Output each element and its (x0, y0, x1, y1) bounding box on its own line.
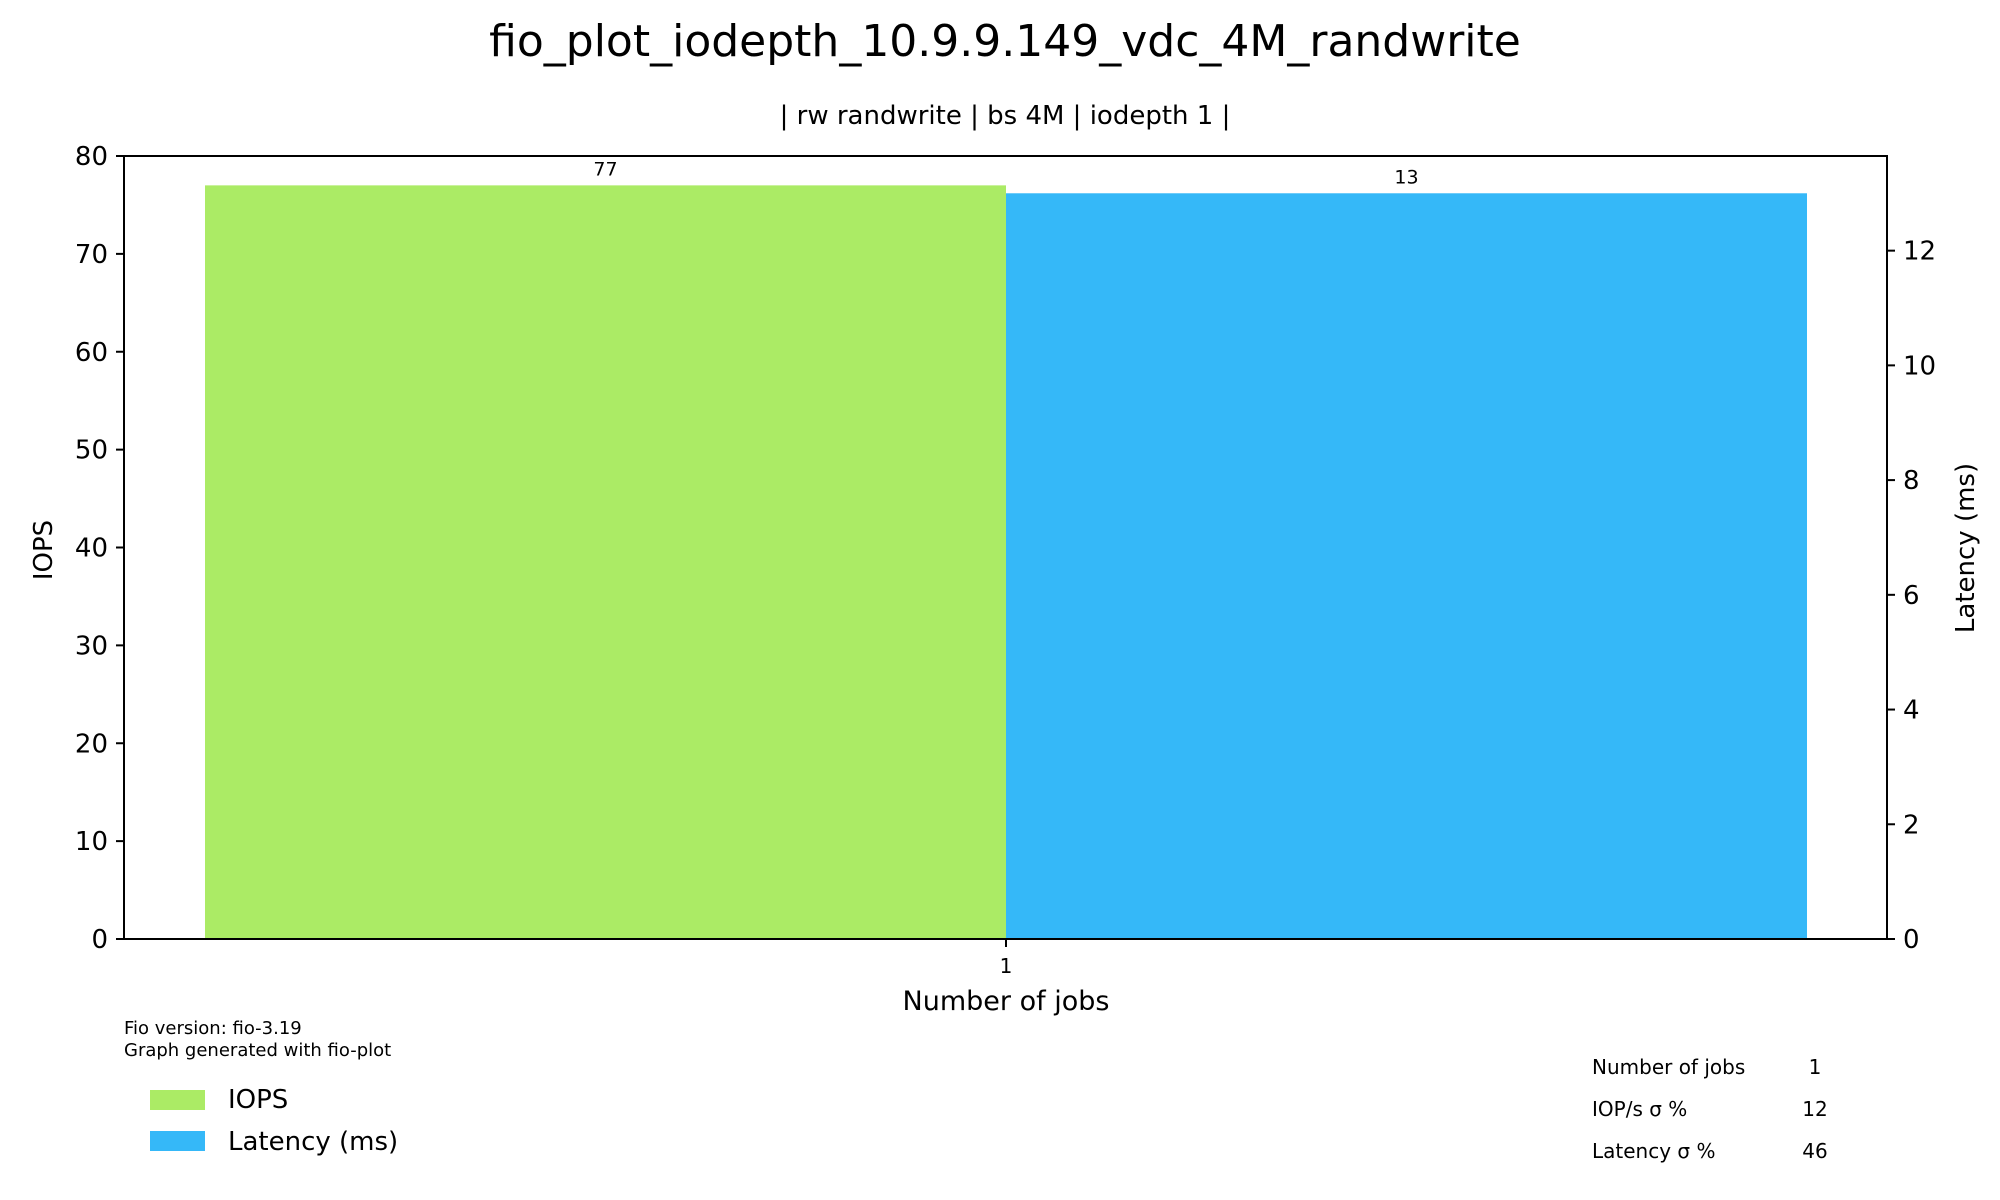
stats-value-iops-sigma: 12 (1802, 1097, 1827, 1121)
right-tick-label: 8 (1903, 466, 1920, 496)
data-label-latency-ms: 13 (1394, 166, 1418, 188)
left-tick-label: 70 (75, 240, 108, 270)
stats-label-jobs: Number of jobs (1592, 1055, 1745, 1079)
right-tick-label: 10 (1903, 351, 1936, 381)
stats-value-jobs: 1 (1809, 1055, 1822, 1079)
right-tick-label: 12 (1903, 237, 1936, 267)
left-tick-label: 20 (75, 729, 108, 759)
data-label-iops: 77 (593, 158, 617, 180)
left-tick-label: 60 (75, 338, 108, 368)
left-axis-ticks: 0 10 20 30 40 50 60 70 80 (75, 142, 124, 955)
right-tick-label: 0 (1903, 925, 1920, 955)
legend-label-iops: IOPS (228, 1085, 288, 1115)
legend-swatch-latency (150, 1131, 205, 1151)
stats-value-latency-sigma: 46 (1802, 1139, 1827, 1163)
x-tick-label: 1 (1000, 954, 1013, 978)
x-axis-ticks: 1 (1000, 939, 1013, 978)
generator-text: Graph generated with fio-plot (124, 1040, 391, 1061)
legend-label-latency: Latency (ms) (228, 1127, 398, 1157)
chart-title: fio_plot_iodepth_10.9.9.149_vdc_4M_randw… (489, 16, 1521, 67)
right-tick-label: 4 (1903, 696, 1920, 726)
stats-table: Number of jobs 1 IOP/s σ % 12 Latency σ … (1592, 1055, 1828, 1163)
right-tick-label: 6 (1903, 581, 1920, 611)
x-axis-label: Number of jobs (903, 986, 1110, 1017)
legend-swatch-iops (150, 1090, 205, 1110)
stats-label-latency-sigma: Latency σ % (1592, 1139, 1715, 1163)
left-tick-label: 10 (75, 827, 108, 857)
bar-iops (205, 185, 1006, 940)
y-axis-left-label: IOPS (29, 520, 59, 580)
left-tick-label: 40 (75, 534, 108, 564)
bar-latency-ms (1006, 193, 1807, 940)
chart-subtitle: | rw randwrite | bs 4M | iodepth 1 | (780, 101, 1231, 131)
left-tick-label: 50 (75, 436, 108, 466)
right-tick-label: 2 (1903, 810, 1920, 840)
stats-label-iops-sigma: IOP/s σ % (1592, 1097, 1687, 1121)
fio-version-text: Fio version: fio-3.19 (124, 1018, 302, 1039)
right-axis-ticks: 0 2 4 6 8 10 12 (1887, 237, 1936, 955)
bar-labels-group: 77 13 (593, 158, 1418, 188)
legend: IOPS Latency (ms) (150, 1085, 398, 1157)
left-tick-label: 0 (91, 925, 108, 955)
bars-group (205, 185, 1807, 940)
y-axis-right-label: Latency (ms) (1951, 463, 1981, 633)
left-tick-label: 80 (75, 142, 108, 172)
left-tick-label: 30 (75, 631, 108, 661)
